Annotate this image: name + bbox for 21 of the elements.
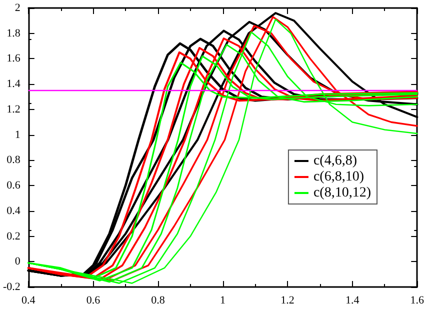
y-tick-label: 1.6: [6, 52, 21, 65]
y-tick-label: -0.2: [2, 281, 20, 293]
legend-label: c(8,10,12): [313, 186, 372, 200]
y-tick-label: 0: [14, 256, 21, 268]
y-tick-label: 0.2: [6, 230, 20, 242]
y-tick-label: 1.4: [6, 78, 21, 90]
x-tick-label: 0.8: [151, 294, 166, 306]
x-tick-label: 1: [220, 294, 226, 306]
legend-label: c(4,6,8): [313, 154, 358, 168]
y-tick-label: 1.8: [6, 27, 21, 40]
y-tick-label: 0.6: [6, 180, 21, 192]
y-tick-label: 2: [14, 2, 20, 14]
x-tick-label: 0.6: [86, 294, 101, 306]
x-tick-label: 1.6: [410, 294, 424, 306]
y-tick-label: 1: [14, 128, 20, 141]
y-tick-label: 0.8: [6, 154, 21, 166]
x-tick-label: 1.2: [280, 294, 294, 306]
legend-label: c(6,8,10): [313, 170, 364, 184]
x-tick-label: 1.4: [345, 294, 360, 306]
y-tick-label: 1.2: [6, 103, 20, 116]
y-tick-label: 0.4: [6, 204, 21, 217]
